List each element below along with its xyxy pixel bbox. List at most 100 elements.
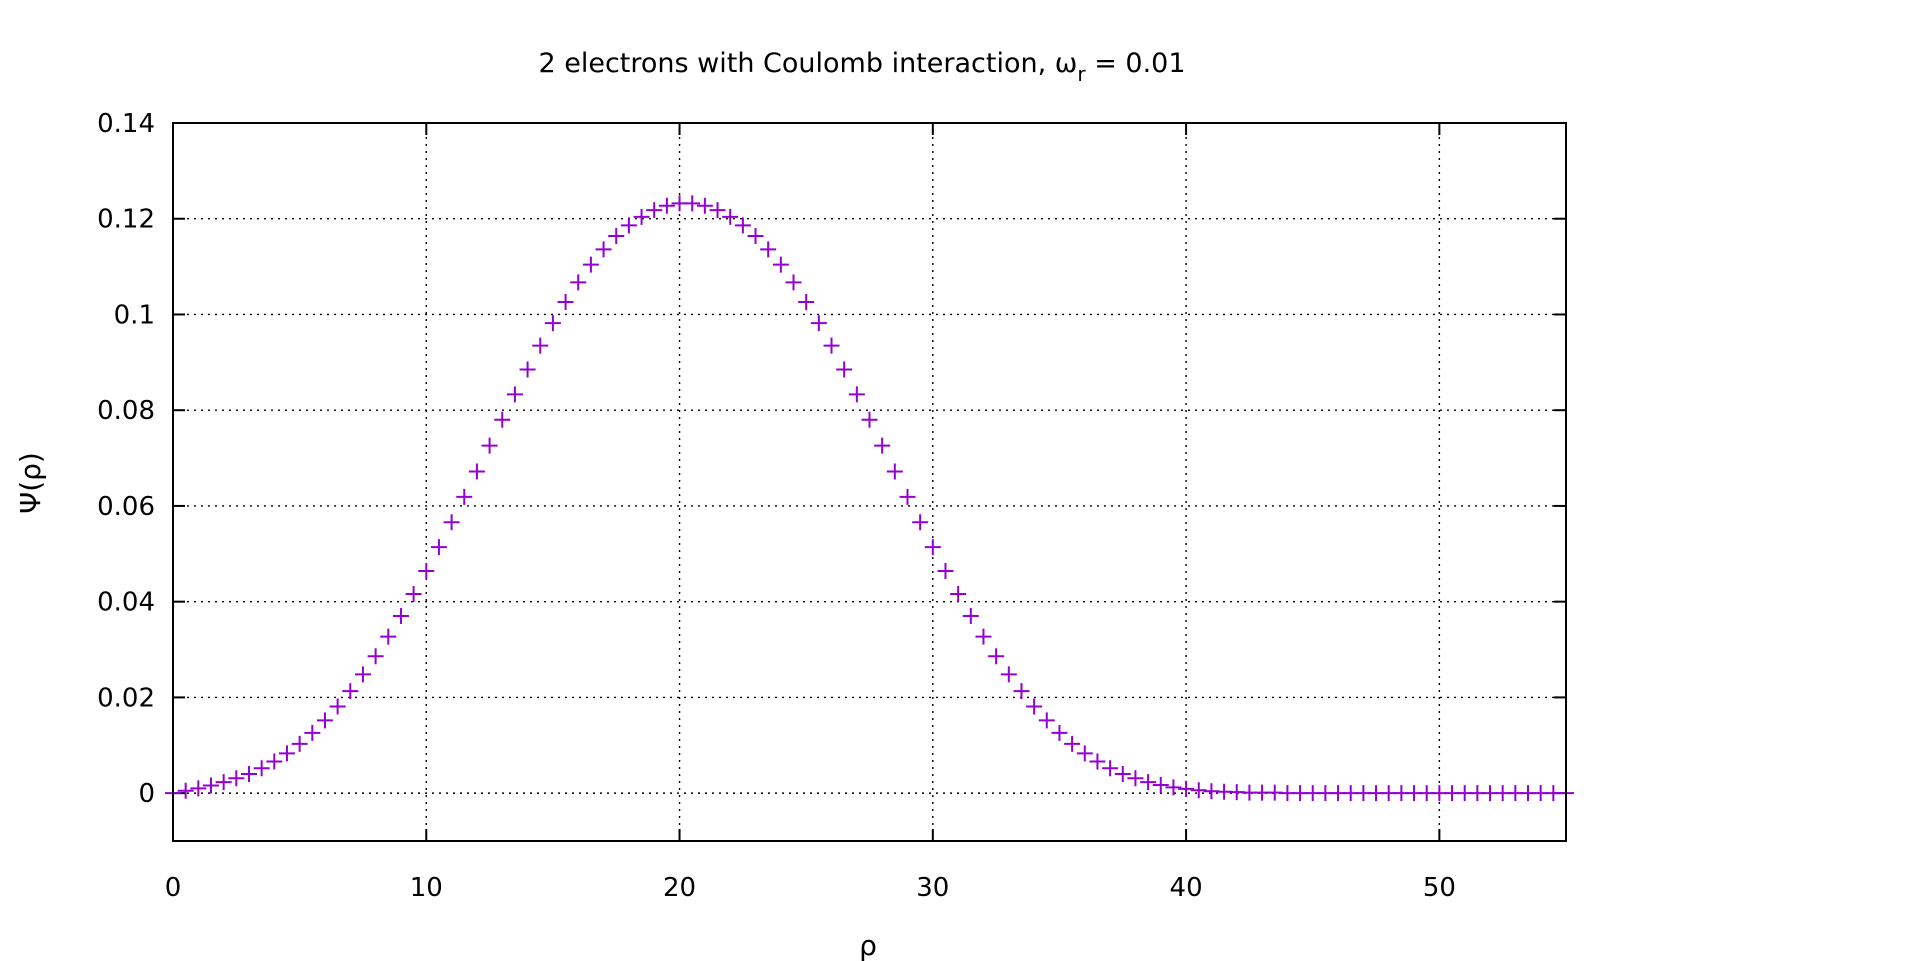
data-point: [772, 256, 789, 273]
data-point: [1165, 779, 1182, 796]
data-point: [620, 217, 637, 234]
data-point: [785, 274, 802, 291]
data-point: [316, 712, 333, 729]
data-point: [962, 608, 979, 625]
data-point: [1000, 666, 1017, 683]
data-point: [354, 666, 371, 683]
data-point: [950, 586, 967, 603]
data-point: [684, 195, 701, 212]
data-point: [392, 608, 409, 625]
data-point: [443, 514, 460, 531]
y-tick-label: 0.06: [97, 492, 155, 522]
data-point: [595, 241, 612, 258]
data-point: [747, 227, 764, 244]
data-point: [975, 628, 992, 645]
data-point: [658, 197, 675, 214]
y-tick-label: 0.14: [97, 109, 155, 139]
data-point: [696, 197, 713, 214]
data-point: [899, 488, 916, 505]
data-point: [810, 315, 827, 332]
chart-title: 2 electrons with Coulomb interaction, ωr…: [538, 48, 1185, 86]
data-point: [228, 770, 245, 787]
x-tick-label: 50: [1423, 873, 1456, 903]
x-axis-label: ρ: [859, 929, 877, 961]
chart-title-suffix: = 0.01: [1086, 48, 1186, 79]
data-point: [266, 753, 283, 770]
data-point: [861, 411, 878, 428]
data-point: [1026, 698, 1043, 715]
data-point: [1140, 774, 1157, 791]
data-point: [202, 777, 219, 794]
data-point: [342, 683, 359, 700]
data-point: [988, 648, 1005, 665]
data-point: [722, 208, 739, 225]
data-point: [253, 760, 270, 777]
data-point: [557, 294, 574, 311]
data-point: [506, 386, 523, 403]
data-point: [937, 563, 954, 580]
data-point: [468, 463, 485, 480]
data-point: [836, 361, 853, 378]
data-point: [544, 315, 561, 332]
data-series: [165, 195, 1574, 802]
x-tick-labels: 0 10 20 30 40 50: [165, 873, 1456, 903]
data-point: [405, 586, 422, 603]
chart-title-subscript: r: [1077, 62, 1086, 86]
data-point: [734, 217, 751, 234]
data-point: [215, 774, 232, 791]
y-tick-label: 0.1: [114, 300, 155, 330]
data-point: [240, 765, 257, 782]
data-point: [608, 227, 625, 244]
y-tick-label: 0.08: [97, 396, 155, 426]
data-point: [278, 745, 295, 762]
data-point: [874, 437, 891, 454]
data-point: [633, 208, 650, 225]
grid-lines: [173, 123, 1566, 841]
y-tick-label: 0.04: [97, 588, 155, 618]
data-point: [532, 337, 549, 354]
data-point: [1127, 770, 1144, 787]
x-tick-label: 20: [663, 873, 696, 903]
data-point: [418, 563, 435, 580]
data-point: [1114, 765, 1131, 782]
y-axis-label: Ψ(ρ): [14, 452, 47, 514]
data-point: [1178, 780, 1195, 797]
data-point: [709, 202, 726, 219]
x-tick-label: 40: [1170, 873, 1203, 903]
data-point: [291, 735, 308, 752]
data-point: [1064, 735, 1081, 752]
data-point: [1013, 683, 1030, 700]
data-point: [1102, 760, 1119, 777]
data-point: [760, 241, 777, 258]
data-point: [1076, 745, 1093, 762]
data-point: [481, 437, 498, 454]
data-point: [1089, 753, 1106, 770]
plot-frame: [172, 122, 1567, 842]
data-point: [1038, 712, 1055, 729]
data-point: [798, 294, 815, 311]
data-point: [1152, 776, 1169, 793]
data-point: [1051, 724, 1068, 741]
x-tick-label: 10: [410, 873, 443, 903]
chart-title-main: 2 electrons with Coulomb interaction, ω: [538, 48, 1077, 79]
data-point: [570, 274, 587, 291]
data-point: [823, 337, 840, 354]
data-point: [177, 782, 194, 799]
data-point: [646, 202, 663, 219]
data-point: [190, 780, 207, 797]
data-point: [848, 386, 865, 403]
data-point: [430, 539, 447, 556]
x-tick-label: 30: [916, 873, 949, 903]
y-tick-label: 0.12: [97, 205, 155, 235]
data-point: [380, 628, 397, 645]
data-point: [367, 648, 384, 665]
data-point: [582, 256, 599, 273]
data-point: [329, 698, 346, 715]
y-tick-labels: 0 0.02 0.04 0.06 0.08 0.1 0.12 0.14: [97, 109, 155, 809]
data-point: [886, 463, 903, 480]
y-tick-label: 0.02: [97, 683, 155, 713]
y-tick-label: 0: [138, 779, 155, 809]
data-point: [494, 411, 511, 428]
